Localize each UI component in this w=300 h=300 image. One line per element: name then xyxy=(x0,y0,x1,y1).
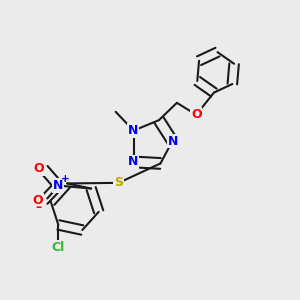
Text: N: N xyxy=(128,155,138,168)
Text: O: O xyxy=(191,108,202,121)
Text: N: N xyxy=(168,134,178,148)
Text: O: O xyxy=(33,162,44,175)
Text: N: N xyxy=(53,179,64,192)
Text: Cl: Cl xyxy=(52,241,65,254)
Text: N: N xyxy=(128,124,138,137)
Text: O: O xyxy=(33,194,43,207)
Text: +: + xyxy=(61,174,69,184)
Text: –: – xyxy=(35,201,41,214)
Text: S: S xyxy=(114,176,123,189)
